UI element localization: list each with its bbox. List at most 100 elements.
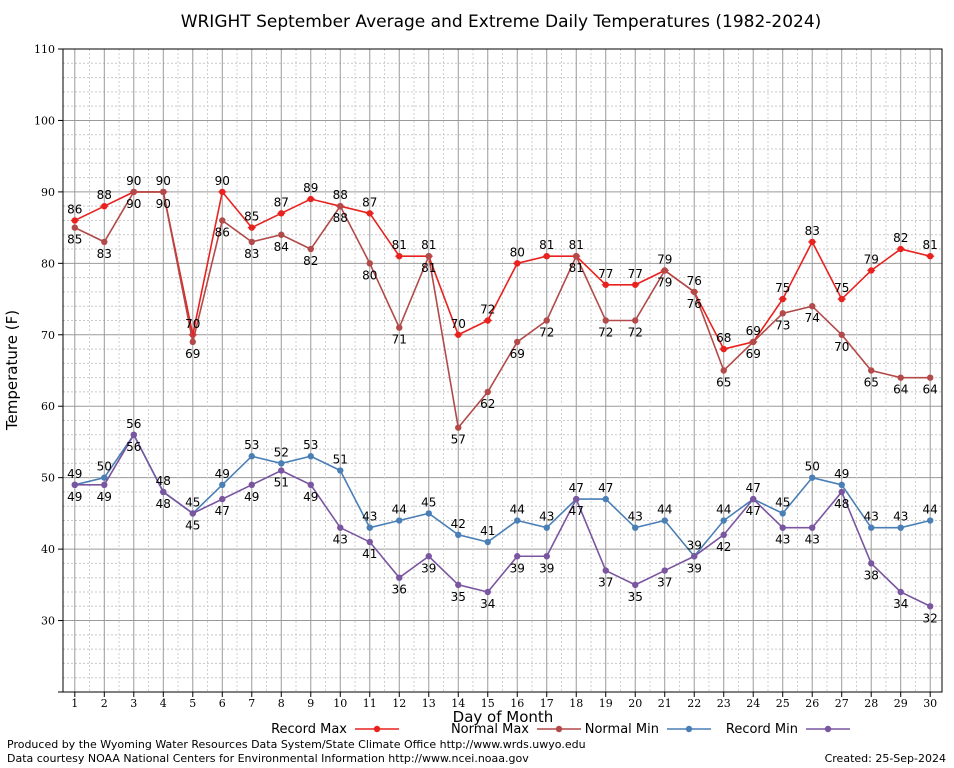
record-min-point — [484, 588, 491, 596]
normal-max-point — [897, 374, 904, 381]
normal-min-data-label: 52 — [274, 445, 289, 459]
record-min-data-label: 47 — [569, 504, 584, 518]
normal-max-point — [661, 267, 668, 274]
normal-max-point — [809, 303, 816, 310]
x-tick-label: 11 — [363, 697, 377, 710]
normal-min-point — [632, 524, 639, 531]
normal-max-data-label: 65 — [716, 376, 731, 390]
record-max-data-label: 85 — [244, 210, 259, 224]
record-min-data-label: 47 — [215, 504, 230, 518]
normal-max-point — [868, 367, 875, 374]
record-min-data-label: 43 — [805, 533, 820, 547]
normal-max-point — [750, 338, 757, 346]
y-tick-label: 90 — [41, 186, 55, 199]
record-min-data-label: 43 — [775, 533, 790, 547]
record-max-data-label: 86 — [67, 202, 82, 216]
record-min-data-label: 37 — [598, 576, 613, 590]
x-tick-label: 13 — [422, 697, 436, 710]
normal-min-data-label: 47 — [746, 481, 761, 495]
record-min-point — [189, 510, 196, 517]
normal-max-point — [779, 310, 786, 317]
normal-min-data-label: 45 — [185, 495, 200, 509]
record-min-data-label: 41 — [362, 547, 377, 561]
x-tick-label: 14 — [451, 697, 465, 710]
normal-min-data-label: 47 — [598, 481, 613, 495]
record-max-data-label: 72 — [480, 302, 495, 316]
footer-created: Created: 25-Sep-2024 — [825, 752, 946, 765]
record-max-data-label: 90 — [156, 174, 171, 188]
normal-max-data-label: 85 — [67, 233, 82, 247]
normal-max-point — [307, 245, 314, 253]
normal-max-data-label: 70 — [834, 340, 849, 354]
record-max-data-label: 88 — [97, 188, 112, 202]
normal-max-data-label: 72 — [628, 325, 643, 339]
record-min-point — [809, 524, 816, 531]
normal-min-data-label: 45 — [775, 495, 790, 509]
normal-min-data-label: 43 — [362, 510, 377, 524]
record-min-data-label: 47 — [746, 504, 761, 518]
plot-frame — [62, 48, 943, 693]
record-min-point — [366, 538, 373, 546]
record-min-point — [868, 560, 875, 567]
record-max-data-label: 79 — [657, 252, 672, 266]
record-max-data-label: 80 — [510, 245, 525, 259]
normal-min-data-label: 50 — [97, 460, 112, 474]
record-min-point — [632, 581, 639, 589]
normal-min-data-label: 43 — [893, 510, 908, 524]
record-max-data-label: 88 — [333, 188, 348, 202]
legend-marker-record-max — [373, 725, 381, 733]
normal-min-data-label: 43 — [628, 510, 643, 524]
normal-min-data-label: 44 — [716, 503, 731, 517]
x-tick-label: 1 — [71, 697, 78, 710]
record-min-data-label: 32 — [923, 611, 938, 625]
normal-min-data-label: 41 — [480, 524, 495, 538]
legend-marker-normal-max — [555, 725, 563, 733]
record-max-data-label: 81 — [421, 238, 436, 252]
x-tick-label: 28 — [864, 697, 878, 710]
record-min-data-label: 34 — [480, 597, 495, 611]
normal-min-data-label: 47 — [569, 481, 584, 495]
x-tick-label: 9 — [307, 697, 314, 710]
record-min-data-label: 35 — [628, 590, 643, 604]
normal-min-point — [101, 474, 108, 481]
record-max-data-label: 77 — [598, 267, 613, 281]
normal-min-line — [74, 433, 931, 558]
record-min-point — [573, 495, 580, 503]
normal-min-data-label: 49 — [67, 467, 82, 481]
normal-max-point — [543, 317, 550, 324]
normal-min-point — [219, 481, 226, 489]
x-tick-label: 29 — [894, 697, 908, 710]
normal-min-point — [868, 524, 875, 531]
normal-max-point — [838, 331, 845, 338]
record-min-data-label: 42 — [716, 540, 731, 554]
normal-min-data-label: 49 — [834, 467, 849, 481]
record-min-data-label: 34 — [893, 597, 908, 611]
x-tick-label: 23 — [717, 697, 731, 710]
normal-max-data-label: 80 — [362, 268, 377, 282]
normal-min-point — [337, 467, 344, 474]
normal-min-point — [307, 453, 314, 460]
legend-label-normal-max: Normal Max — [451, 722, 529, 737]
normal-min-point — [278, 460, 285, 467]
record-min-point — [71, 481, 78, 489]
normal-max-data-label: 72 — [539, 325, 554, 339]
normal-max-data-label: 88 — [333, 211, 348, 225]
normal-max-point — [101, 238, 108, 246]
record-min-data-label: 49 — [97, 490, 112, 504]
record-min-point — [543, 553, 550, 560]
normal-max-point — [455, 424, 462, 431]
x-tick-label: 16 — [510, 697, 524, 710]
record-min-point — [278, 467, 285, 474]
normal-min-point — [897, 524, 904, 531]
normal-max-point — [484, 388, 491, 396]
record-min-data-label: 35 — [451, 590, 466, 604]
normal-max-data-label: 65 — [864, 376, 879, 390]
normal-min-data-label: 44 — [392, 503, 407, 517]
normal-min-data-label: 45 — [421, 495, 436, 509]
legend-label-record-max: Record Max — [271, 722, 347, 737]
record-max-data-label: 69 — [746, 324, 761, 338]
x-tick-label: 6 — [219, 697, 226, 710]
normal-max-point — [337, 202, 344, 210]
normal-min-data-label: 44 — [510, 503, 525, 517]
normal-max-data-label: 69 — [185, 347, 200, 361]
